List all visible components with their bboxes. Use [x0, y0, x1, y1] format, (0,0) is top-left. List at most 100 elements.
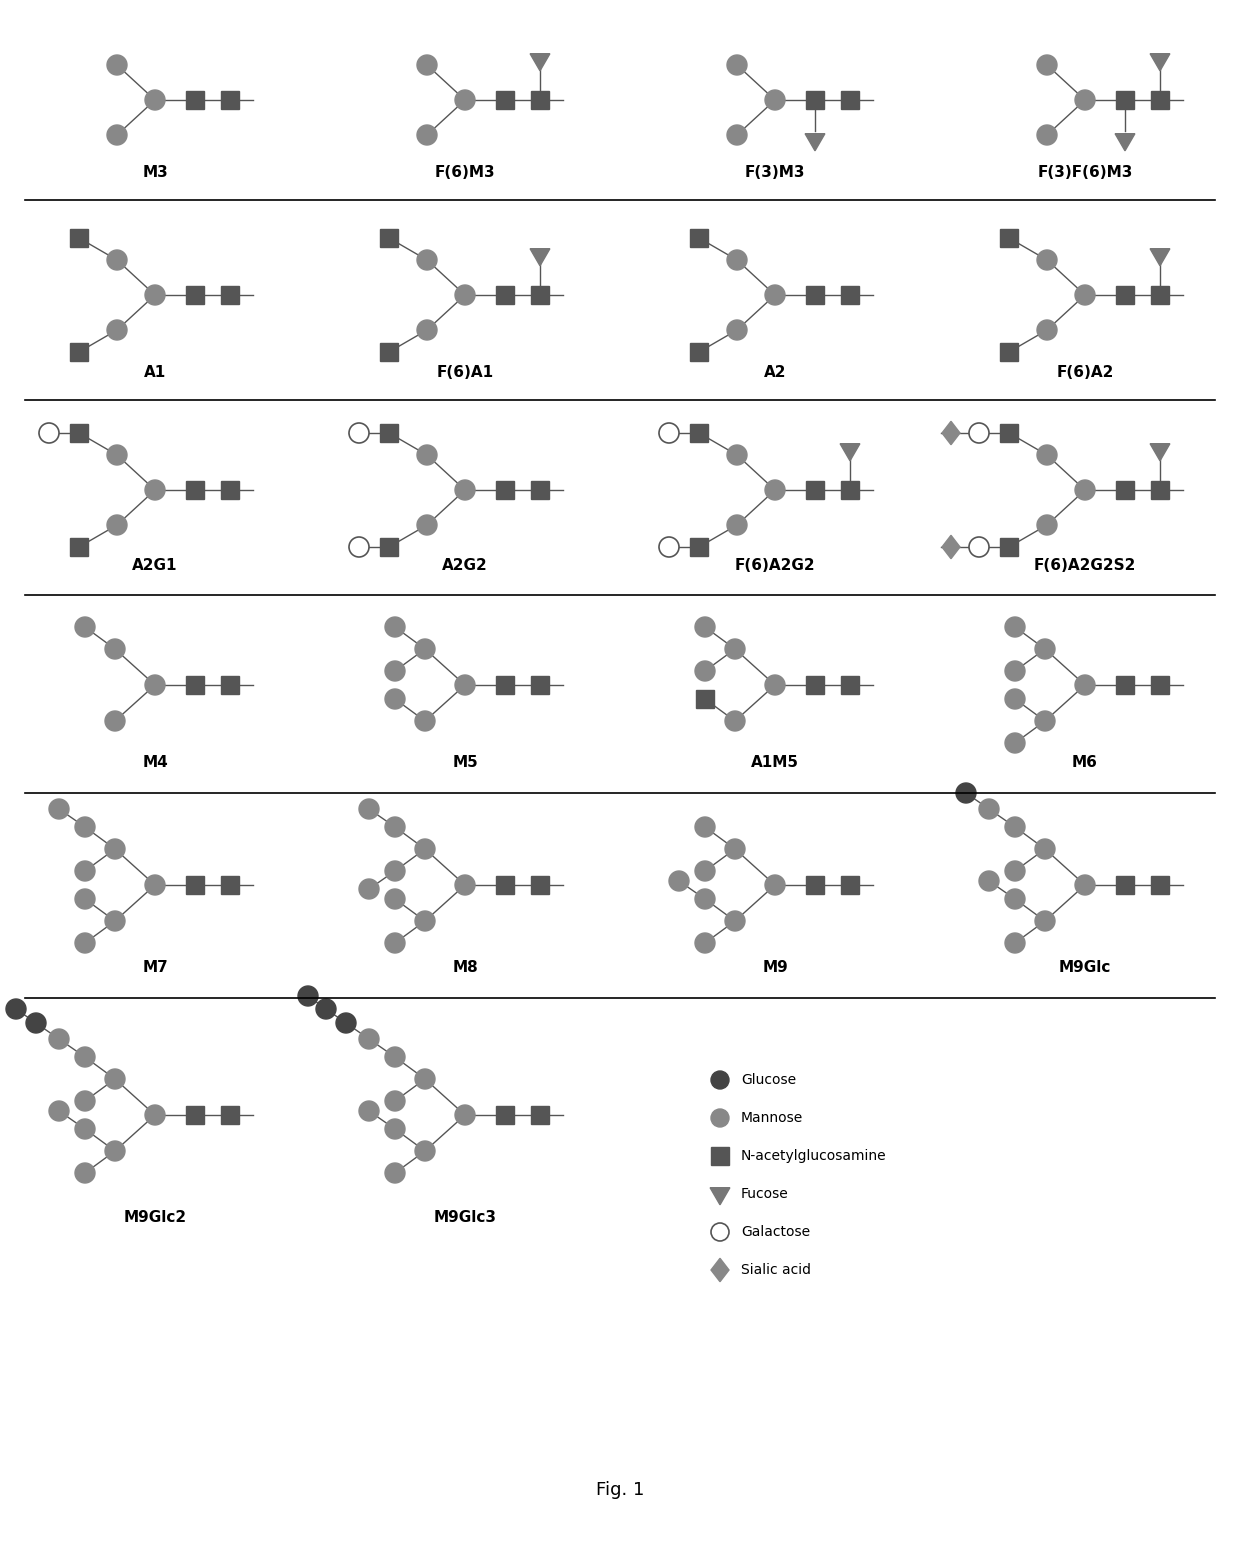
- Circle shape: [74, 1092, 95, 1110]
- Circle shape: [980, 871, 999, 891]
- Circle shape: [107, 319, 126, 340]
- Circle shape: [107, 55, 126, 75]
- Circle shape: [1004, 889, 1025, 908]
- Circle shape: [1004, 861, 1025, 882]
- Circle shape: [145, 89, 165, 110]
- Circle shape: [415, 1070, 435, 1088]
- Bar: [841, 91, 859, 110]
- Circle shape: [658, 537, 680, 557]
- Circle shape: [727, 319, 746, 340]
- Circle shape: [968, 537, 990, 557]
- Bar: [379, 343, 398, 362]
- Circle shape: [455, 89, 475, 110]
- Bar: [841, 287, 859, 304]
- Circle shape: [74, 1164, 95, 1182]
- Circle shape: [417, 125, 436, 146]
- Circle shape: [765, 89, 785, 110]
- Circle shape: [107, 125, 126, 146]
- Circle shape: [415, 839, 435, 860]
- Polygon shape: [1149, 443, 1169, 460]
- Circle shape: [694, 933, 715, 954]
- Circle shape: [384, 1048, 405, 1066]
- Circle shape: [145, 675, 165, 695]
- Circle shape: [360, 799, 379, 819]
- Bar: [1116, 481, 1135, 500]
- Text: Fig. 1: Fig. 1: [595, 1481, 645, 1499]
- Bar: [1151, 677, 1169, 694]
- Bar: [1151, 875, 1169, 894]
- Circle shape: [765, 481, 785, 500]
- Bar: [806, 91, 825, 110]
- Circle shape: [384, 661, 405, 681]
- Polygon shape: [711, 1187, 730, 1204]
- Circle shape: [384, 861, 405, 882]
- Circle shape: [316, 999, 336, 1019]
- Circle shape: [1004, 617, 1025, 637]
- Circle shape: [1004, 689, 1025, 709]
- Bar: [496, 91, 515, 110]
- Bar: [496, 1106, 515, 1124]
- Circle shape: [384, 689, 405, 709]
- Bar: [221, 91, 239, 110]
- Bar: [221, 1106, 239, 1124]
- Circle shape: [74, 817, 95, 836]
- Circle shape: [725, 839, 745, 860]
- Circle shape: [415, 1142, 435, 1160]
- Circle shape: [658, 423, 680, 443]
- Circle shape: [1037, 55, 1056, 75]
- Text: Sialic acid: Sialic acid: [742, 1264, 811, 1276]
- Circle shape: [711, 1071, 729, 1088]
- Circle shape: [50, 799, 69, 819]
- Bar: [69, 424, 88, 442]
- Bar: [69, 539, 88, 556]
- Circle shape: [360, 1101, 379, 1121]
- Circle shape: [727, 55, 746, 75]
- Circle shape: [1075, 481, 1095, 500]
- Bar: [1116, 875, 1135, 894]
- Circle shape: [455, 675, 475, 695]
- Circle shape: [105, 911, 125, 932]
- Bar: [806, 287, 825, 304]
- Circle shape: [670, 871, 689, 891]
- Bar: [496, 875, 515, 894]
- Circle shape: [1004, 817, 1025, 836]
- Circle shape: [105, 1070, 125, 1088]
- Circle shape: [26, 1013, 46, 1034]
- Text: Galactose: Galactose: [742, 1225, 810, 1239]
- Circle shape: [1037, 251, 1056, 269]
- Text: A1: A1: [144, 365, 166, 381]
- Circle shape: [1075, 875, 1095, 896]
- Circle shape: [1037, 125, 1056, 146]
- Circle shape: [711, 1109, 729, 1128]
- Circle shape: [765, 875, 785, 896]
- Text: A2G2: A2G2: [443, 557, 487, 573]
- Bar: [1116, 677, 1135, 694]
- Circle shape: [348, 537, 370, 557]
- Bar: [531, 481, 549, 500]
- Circle shape: [105, 1142, 125, 1160]
- Text: M3: M3: [143, 164, 167, 180]
- Bar: [379, 424, 398, 442]
- Circle shape: [694, 817, 715, 836]
- Circle shape: [1075, 285, 1095, 305]
- Circle shape: [694, 617, 715, 637]
- Circle shape: [455, 875, 475, 896]
- Circle shape: [105, 839, 125, 860]
- Circle shape: [38, 423, 60, 443]
- Circle shape: [1037, 445, 1056, 465]
- Bar: [1151, 287, 1169, 304]
- Circle shape: [711, 1223, 729, 1240]
- Text: A2: A2: [764, 365, 786, 381]
- Circle shape: [1037, 319, 1056, 340]
- Polygon shape: [531, 249, 549, 266]
- Bar: [496, 287, 515, 304]
- Text: M9Glc2: M9Glc2: [124, 1211, 186, 1225]
- Circle shape: [384, 1164, 405, 1182]
- Text: M9: M9: [763, 960, 787, 976]
- Circle shape: [360, 879, 379, 899]
- Polygon shape: [942, 536, 960, 559]
- Bar: [221, 875, 239, 894]
- Circle shape: [107, 445, 126, 465]
- Circle shape: [1037, 515, 1056, 536]
- Circle shape: [105, 639, 125, 659]
